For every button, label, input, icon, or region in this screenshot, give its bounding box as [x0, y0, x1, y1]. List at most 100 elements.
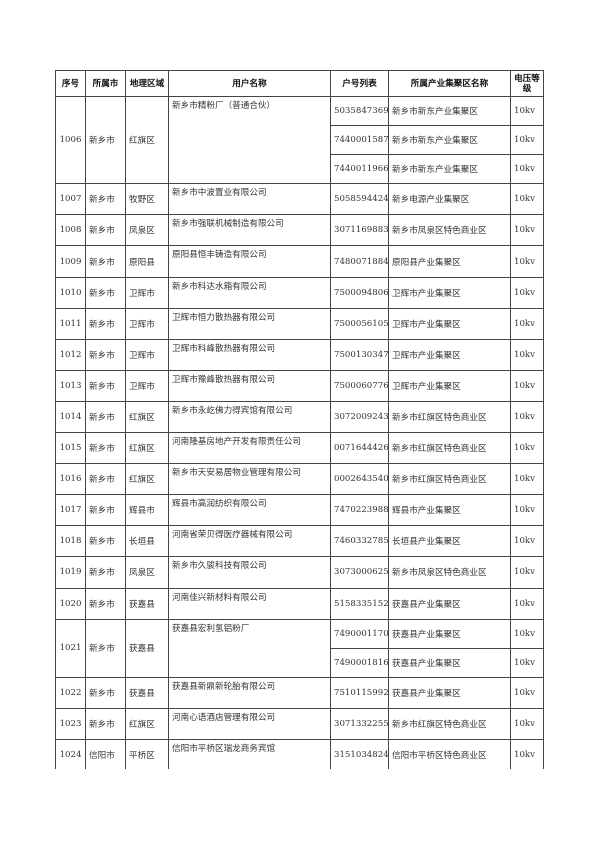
row-cluster: 卫辉市产业集聚区 [388, 369, 511, 402]
table-row: 1013 新乡市 卫辉市 卫辉市豫峰散热器有限公司 7500060776 卫辉市产业集聚区… [55, 369, 544, 402]
row-area: 红旗区 [125, 432, 169, 465]
row-cluster: 获嘉县产业集聚区 [388, 676, 511, 709]
row-voltage: 10kv [510, 214, 544, 247]
row-account-id: 7440011966 [330, 154, 389, 185]
header-cluster: 所属产业集聚区名称 [388, 70, 511, 97]
row-cluster: 获嘉县产业集聚区 [388, 647, 511, 678]
row-cluster: 获嘉县产业集聚区 [388, 587, 511, 620]
row-index: 1012 [55, 338, 86, 371]
row-area: 卫辉市 [125, 369, 169, 402]
row-cluster: 长垣县产业集聚区 [388, 525, 511, 558]
table-row: 1021 新乡市 获嘉县 获嘉县宏利氢铝粉厂 7490001170 获嘉县产业集聚区 10k… [55, 618, 544, 678]
table-row: 1017 新乡市 辉县市 辉县市高润纺织有限公司 7470223988 辉县市产业集聚区 1… [55, 494, 544, 527]
table-row: 1007 新乡市 牧野区 新乡市中波置业有限公司 5058594424 新乡电源产业集聚区… [55, 183, 544, 216]
row-account-id: 3072009243 [330, 400, 389, 434]
row-area: 获嘉县 [125, 587, 169, 620]
row-city: 新乡市 [85, 214, 126, 247]
row-area: 凤泉区 [125, 214, 169, 247]
row-index: 1023 [55, 707, 86, 740]
row-index: 1007 [55, 183, 86, 216]
row-voltage: 10kv [510, 125, 544, 156]
row-account-id: 7510115992 [330, 676, 389, 709]
row-cluster: 获嘉县产业集聚区 [388, 618, 511, 649]
row-account-id: 3071169883 [330, 214, 389, 247]
row-index: 1020 [55, 587, 86, 620]
row-index: 1016 [55, 463, 86, 496]
table-row: 1022 新乡市 获嘉县 获嘉县新鼎新轮胎有限公司 7510115992 获嘉县产业集聚区… [55, 676, 544, 709]
row-index: 1014 [55, 400, 86, 434]
row-area: 牧野区 [125, 183, 169, 216]
row-user-name: 辉县市高润纺织有限公司 [168, 494, 331, 527]
row-city: 新乡市 [85, 400, 126, 434]
row-index: 1011 [55, 307, 86, 340]
table-row: 1008 新乡市 凤泉区 新乡市强联机械制造有限公司 3071169883 新乡市凤泉区特… [55, 214, 544, 247]
row-account-id: 0002643540 [330, 463, 389, 496]
row-voltage: 10kv [510, 400, 544, 434]
row-voltage: 10kv [510, 707, 544, 740]
row-index: 1024 [55, 738, 86, 769]
row-area: 平桥区 [125, 738, 169, 769]
row-index: 1010 [55, 276, 86, 309]
table-row: 7490001816 获嘉县产业集聚区 10kv [56, 647, 544, 678]
row-city: 新乡市 [85, 307, 126, 340]
row-user-name: 河南隆基房地产开发有限责任公司 [168, 432, 331, 465]
row-area: 卫辉市 [125, 276, 169, 309]
row-city: 信阳市 [85, 738, 126, 769]
row-city: 新乡市 [85, 618, 126, 678]
row-index: 1021 [55, 618, 86, 678]
row-city: 新乡市 [85, 525, 126, 558]
row-index: 1019 [55, 556, 86, 589]
row-account-id: 0071644426 [330, 432, 389, 465]
row-city: 新乡市 [85, 276, 126, 309]
row-account-id: 7490001170 [330, 618, 389, 649]
row-cluster: 新乡市凤泉区特色商业区 [388, 214, 511, 247]
row-user-name: 新乡市强联机械制造有限公司 [168, 214, 331, 247]
row-user-name: 获嘉县新鼎新轮胎有限公司 [168, 676, 331, 709]
row-cluster: 新乡市新东产业集聚区 [388, 125, 511, 156]
row-area: 红旗区 [125, 707, 169, 740]
row-cluster: 新乡市红旗区特色商业区 [388, 432, 511, 465]
row-city: 新乡市 [85, 556, 126, 589]
row-city: 新乡市 [85, 494, 126, 527]
row-user-name: 河南省荣贝得医疗器械有限公司 [168, 525, 331, 558]
row-area: 卫辉市 [125, 307, 169, 340]
row-area: 原阳县 [125, 245, 169, 278]
row-voltage: 10kv [510, 276, 544, 309]
row-user-name: 信阳市平桥区瑞龙商务宾馆 [168, 738, 331, 769]
row-city: 新乡市 [85, 338, 126, 371]
header-index: 序号 [55, 70, 86, 97]
row-account-id: 3071332255 [330, 707, 389, 740]
row-city: 新乡市 [85, 463, 126, 496]
row-account-id: 5158335152 [330, 587, 389, 620]
row-area: 卫辉市 [125, 338, 169, 371]
row-voltage: 10kv [510, 587, 544, 620]
row-account-id: 7460332785 [330, 525, 389, 558]
row-cluster: 新乡市红旗区特色商业区 [388, 707, 511, 740]
header-account-list: 户号列表 [330, 70, 389, 97]
row-city: 新乡市 [85, 707, 126, 740]
row-voltage: 10kv [510, 432, 544, 465]
row-user-name: 新乡市永屹佛力得宾馆有限公司 [168, 400, 331, 434]
row-user-name: 河南心语酒店管理有限公司 [168, 707, 331, 740]
table-row: 1023 新乡市 红旗区 河南心语酒店管理有限公司 3071332255 新乡市红旗区特色… [55, 707, 544, 740]
row-user-name: 获嘉县宏利氢铝粉厂 [168, 618, 331, 678]
row-account-id: 3073000625 [330, 556, 389, 589]
row-cluster: 新乡市新东产业集聚区 [388, 154, 511, 185]
row-voltage: 10kv [510, 154, 544, 185]
header-city: 所属市 [85, 70, 126, 97]
row-area: 辉县市 [125, 494, 169, 527]
row-city: 新乡市 [85, 676, 126, 709]
row-index: 1018 [55, 525, 86, 558]
row-cluster: 卫辉市产业集聚区 [388, 307, 511, 340]
row-user-name: 卫辉市豫峰散热器有限公司 [168, 369, 331, 402]
row-account-id: 7440001587 [330, 125, 389, 156]
header-area: 地理区域 [125, 70, 169, 97]
row-account-id: 7480071884 [330, 245, 389, 278]
row-index: 1022 [55, 676, 86, 709]
row-city: 新乡市 [85, 183, 126, 216]
row-account-id: 7500060776 [330, 369, 389, 402]
table-row: 1009 新乡市 原阳县 原阳县恒丰铸造有限公司 7480071884 原阳县产业集聚区 1… [55, 245, 544, 278]
row-index: 1017 [55, 494, 86, 527]
table-row: 1024 信阳市 平桥区 信阳市平桥区瑞龙商务宾馆 3151034824 信阳市平桥区特色… [55, 738, 544, 769]
row-index: 1008 [55, 214, 86, 247]
